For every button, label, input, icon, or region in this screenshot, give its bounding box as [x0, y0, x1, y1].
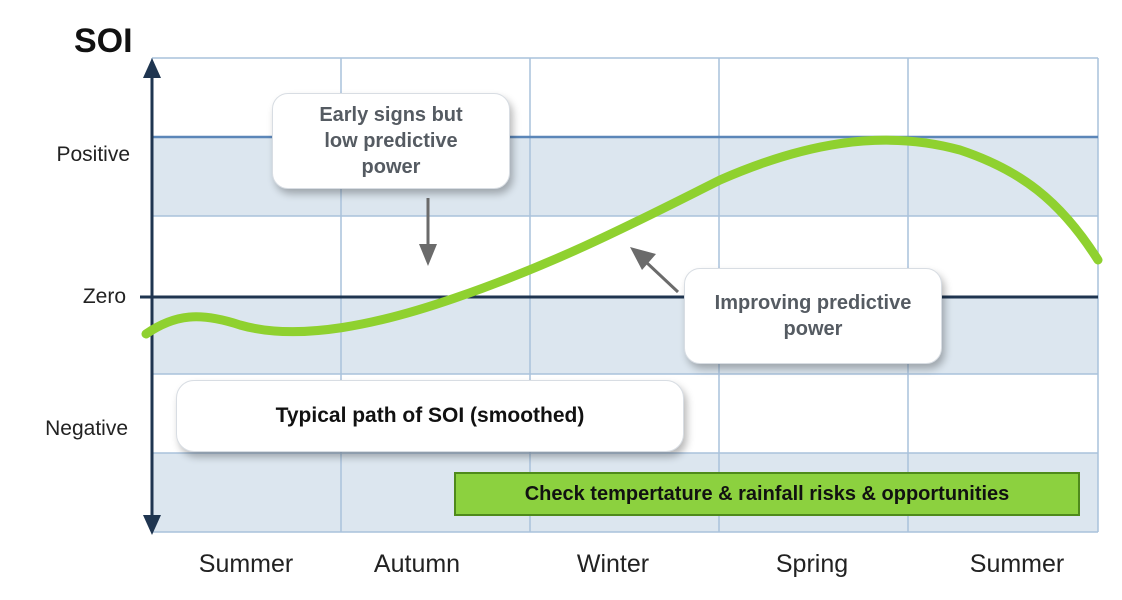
x-label-summer-end: Summer: [969, 550, 1065, 578]
y-label-negative: Negative: [45, 417, 128, 440]
callout-early-signs: Early signs but low predictive power: [272, 93, 510, 189]
callout-typical-path: Typical path of SOI (smoothed): [176, 380, 684, 452]
axis-title: SOI: [74, 22, 133, 60]
callout-improving-power: Improving predictive power: [684, 268, 942, 364]
y-label-positive: Positive: [56, 143, 130, 166]
x-label-spring: Spring: [775, 550, 849, 578]
y-axis-arrow-up-icon: [143, 58, 161, 78]
arrow-down-icon: [419, 198, 437, 266]
y-axis-arrow-down-icon: [143, 515, 161, 535]
horizontal-gridlines: [152, 57, 1098, 533]
x-label-autumn: Autumn: [373, 550, 461, 578]
arrow-up-left-icon: [630, 247, 680, 294]
x-label-summer-start: Summer: [198, 550, 294, 578]
soi-path-curve: [141, 135, 1103, 339]
action-box: Check tempertature & rainfall risks & op…: [454, 472, 1080, 516]
y-label-zero: Zero: [82, 285, 126, 308]
x-label-winter: Winter: [576, 550, 650, 578]
